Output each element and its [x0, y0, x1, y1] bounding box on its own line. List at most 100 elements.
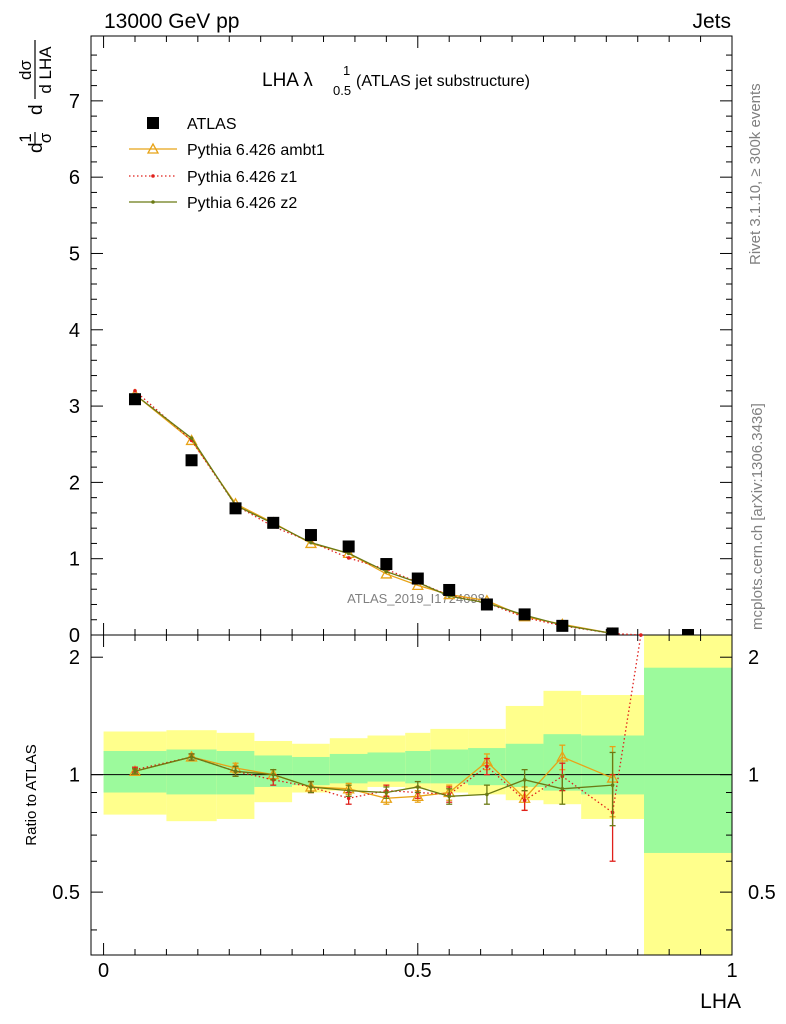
main-point-1	[639, 633, 643, 635]
legend-atlas-marker	[147, 117, 159, 129]
y-tick-label-ratio-right-0: 0.5	[748, 882, 776, 904]
ylabel-d1: d	[26, 142, 47, 153]
ratio-point-1	[522, 798, 527, 803]
ratio-point-2	[560, 786, 565, 791]
ratio-point-2	[133, 769, 137, 774]
ratio-plot-frame	[90, 634, 733, 956]
band-green-13	[644, 667, 732, 853]
data-point-9	[480, 598, 493, 611]
ratio-point-2	[271, 772, 276, 777]
legend: ATLAS Pythia 6.426 ambt1 Pythia 6.426 z1…	[129, 116, 325, 212]
main-point-0	[380, 567, 393, 579]
ratio-point-2	[233, 769, 238, 774]
plot-title: LHA λ 1 0.5 (ATLAS jet substructure)	[262, 63, 530, 98]
y-tick-label-main-5: 5	[69, 243, 80, 265]
ratio-point-2	[415, 785, 420, 789]
y-tick-label-ratio-right-2: 2	[748, 647, 759, 669]
y-tick-label-ratio-2: 2	[69, 647, 80, 669]
ylabel-frac1-num: 1	[16, 133, 35, 142]
y-tick-label-ratio-0: 0.5	[52, 882, 80, 904]
ratio-point-0	[556, 750, 569, 762]
ratio-point-2	[189, 755, 194, 759]
ratio-point-2	[384, 790, 389, 795]
axis-ticks	[91, 36, 733, 955]
legend-ambt1-label: Pythia 6.426 ambt1	[187, 142, 325, 159]
ylabel-frac1-den: σ	[36, 132, 55, 143]
ylabel-frac2-num: dσ	[16, 60, 35, 80]
title-superscript: 1	[343, 63, 350, 78]
data-point-8	[443, 583, 456, 596]
band-green-8	[430, 749, 469, 784]
band-green-4	[292, 756, 330, 786]
data-point-13	[682, 629, 695, 635]
ylabel-d2: d	[26, 104, 47, 115]
ratio-point-1	[639, 635, 643, 637]
ratio-line-1	[134, 635, 642, 814]
ratio-series-layer	[128, 635, 643, 862]
data-point-5	[342, 540, 355, 553]
main-point-2	[384, 569, 389, 574]
main-point-2	[309, 540, 313, 545]
x-tick-label-2: 1	[726, 960, 737, 982]
ratio-point-2	[522, 778, 527, 782]
ratio-point-0	[185, 750, 198, 762]
header-energy-label: 13000 GeV pp	[104, 10, 239, 33]
atlas-data-points	[128, 393, 695, 635]
data-point-7	[411, 572, 424, 585]
data-point-2	[229, 502, 242, 515]
legend-z1-label: Pythia 6.426 z1	[187, 169, 297, 186]
mcplots-reference-label: mcplots.cern.ch [arXiv:1306.3436]	[749, 403, 766, 630]
ratio-point-2	[309, 785, 313, 789]
ratio-point-2	[447, 794, 452, 799]
main-point-1	[133, 389, 137, 393]
main-point-2	[189, 436, 194, 440]
ratio-point-2	[346, 788, 351, 793]
legend-atlas-label: ATLAS	[187, 116, 237, 133]
legend-z2-label: Pythia 6.426 z2	[187, 195, 297, 212]
band-green-5	[329, 753, 368, 784]
title-main: LHA λ	[262, 70, 313, 91]
y-tick-label-main-2: 2	[69, 472, 80, 494]
band-green-6	[367, 752, 406, 782]
x-axis-label: LHA	[700, 990, 741, 1013]
ratio-point-1	[346, 796, 351, 801]
data-point-3	[267, 516, 280, 529]
data-point-4	[304, 529, 317, 542]
data-point-10	[518, 608, 531, 621]
data-point-6	[380, 558, 393, 571]
legend-z1-marker	[151, 174, 155, 178]
y-tick-label-main-0: 0	[69, 625, 80, 647]
band-green-7	[405, 750, 431, 784]
legend-z2-marker	[151, 200, 155, 204]
ratio-point-2	[610, 783, 615, 787]
ylabel-frac2-den: d LHA	[36, 46, 55, 94]
y-tick-label-main-6: 6	[69, 167, 80, 189]
data-point-1	[185, 454, 198, 467]
legend-ambt1-marker	[146, 142, 160, 154]
header-process-label: Jets	[692, 10, 731, 33]
y-tick-label-main-1: 1	[69, 549, 80, 571]
y-tick-label-main-7: 7	[69, 91, 80, 113]
y-tick-label-main-3: 3	[69, 396, 80, 418]
main-point-0	[185, 434, 198, 446]
data-point-12	[606, 627, 619, 635]
y-tick-label-ratio-right-1: 1	[748, 765, 759, 787]
y-tick-label-ratio-1: 1	[69, 765, 80, 787]
data-point-0	[128, 393, 141, 406]
x-tick-label-1: 0.5	[404, 960, 432, 982]
title-rest: (ATLAS jet substructure)	[356, 73, 530, 90]
ratio-point-2	[485, 792, 489, 797]
x-tick-label-0: 0	[98, 960, 109, 982]
rivet-version-label: Rivet 3.1.10, ≥ 300k events	[747, 83, 764, 265]
main-point-0	[411, 579, 424, 591]
title-subscript: 0.5	[333, 83, 351, 98]
data-point-11	[556, 619, 569, 632]
ratio-y-axis-label: Ratio to ATLAS	[23, 744, 40, 845]
ratio-point-1	[485, 764, 489, 769]
main-y-axis-label: d 1 σ d dσ d LHA	[16, 40, 55, 153]
ratio-point-0	[411, 789, 424, 801]
y-tick-label-main-4: 4	[69, 320, 80, 342]
axis-tick-labels: 0 0.5 1 0 1 2 3 4 5 6 7 0.5 0.5 1 1 2 2	[52, 91, 776, 982]
main-point-1	[346, 556, 351, 560]
